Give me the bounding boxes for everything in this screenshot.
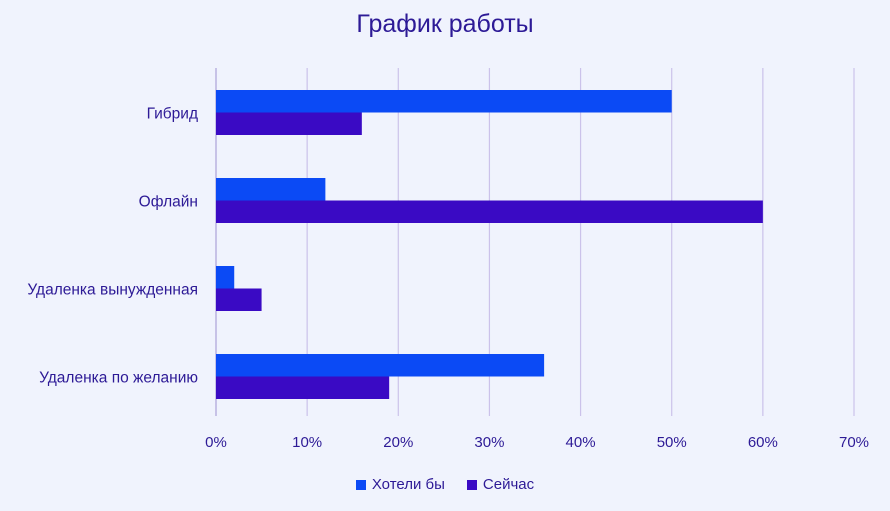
bar-series-2: [216, 200, 763, 223]
x-tick-label: 0%: [205, 434, 227, 451]
category-label: Офлайн: [139, 194, 198, 211]
bar-series-2: [216, 376, 390, 399]
legend-entry-series-1: Хотели бы: [355, 476, 445, 493]
legend-label-series-1: Хотели бы: [371, 476, 445, 493]
bar-series-2: [216, 288, 262, 311]
x-tick-label: 40%: [566, 434, 596, 451]
legend-swatch-series-2: [466, 479, 477, 490]
category-label: Удаленка по желанию: [39, 370, 198, 387]
legend: Хотели бы Сейчас: [0, 476, 890, 493]
bar-series-1: [216, 354, 545, 377]
x-tick-label: 10%: [292, 434, 322, 451]
bar-series-1: [216, 178, 326, 201]
legend-entry-series-2: Сейчас: [466, 476, 535, 493]
category-label: Гибрид: [147, 106, 198, 123]
bars: [216, 90, 763, 399]
bar-series-1: [216, 90, 672, 113]
legend-swatch-series-1: [355, 479, 366, 490]
category-labels: Гибрид Офлайн Удаленка вынужденная Удаленка…: [27, 106, 198, 387]
x-tick-label: 60%: [748, 434, 778, 451]
x-tick-label: 70%: [839, 434, 869, 451]
x-tick-labels: 0% 10% 20% 30% 40% 50% 60% 70%: [205, 434, 869, 451]
category-label: Удаленка вынужденная: [27, 282, 198, 299]
bar-series-2: [216, 112, 362, 135]
x-tick-label: 30%: [474, 434, 504, 451]
bar-series-1: [216, 266, 235, 289]
legend-label-series-2: Сейчас: [482, 476, 535, 493]
bar-chart: Гибрид Офлайн Удаленка вынужденная Удаленка…: [27, 68, 869, 451]
chart-title: График работы: [356, 10, 534, 38]
x-tick-label: 50%: [657, 434, 687, 451]
x-tick-label: 20%: [383, 434, 413, 451]
